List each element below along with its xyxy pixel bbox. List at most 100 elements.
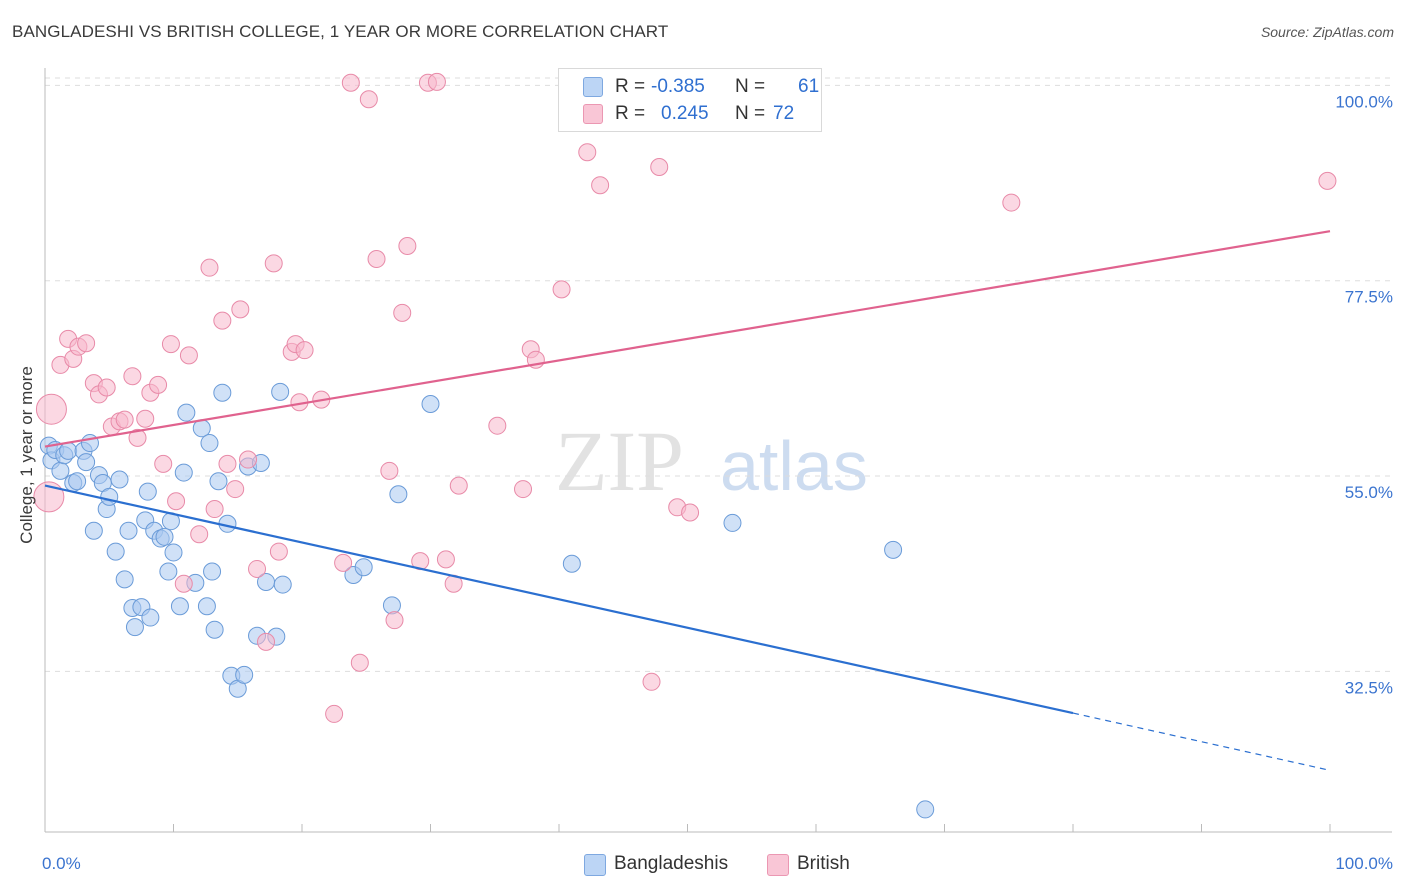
chart-title: BANGLADESHI VS BRITISH COLLEGE, 1 YEAR O…: [12, 22, 669, 41]
x-tick-label: 100.0%: [1335, 854, 1393, 873]
legend-r-value: 0.245: [661, 103, 709, 124]
british-point: [264, 254, 283, 273]
british-point: [398, 236, 417, 255]
british-point: [97, 378, 116, 397]
british-point: [325, 704, 344, 723]
bangladeshis-point: [100, 487, 119, 506]
bangladeshis-point: [138, 482, 157, 501]
british-point: [681, 503, 700, 522]
bangladeshis-point: [205, 620, 224, 639]
bangladeshis-trend-extension: [1072, 712, 1331, 771]
bangladeshis-point: [164, 543, 183, 562]
bangladeshis-point: [119, 521, 138, 540]
british-point: [77, 334, 96, 353]
axes: [44, 68, 1392, 833]
bangladeshis-point: [159, 562, 178, 581]
bangladeshis-point: [271, 382, 290, 401]
watermark-atlas: atlas: [720, 427, 868, 505]
british-point: [149, 375, 168, 394]
bangladeshis-point: [421, 394, 440, 413]
british-point: [269, 542, 288, 561]
bangladeshis-point: [197, 597, 216, 616]
series-british: [33, 72, 1337, 723]
legend-n-label: N =: [735, 76, 766, 97]
british-point: [213, 311, 232, 330]
bangladeshis-point: [562, 554, 581, 573]
bangladeshis-point: [170, 597, 189, 616]
y-tick-label: 55.0%: [1345, 483, 1393, 502]
watermark: ZIP atlas: [555, 413, 868, 509]
british-point: [449, 476, 468, 495]
bottom-legend-swatch-pink: [767, 854, 789, 876]
bangladeshis-point: [59, 441, 78, 460]
bangladeshis-point: [84, 521, 103, 540]
y-tick-label: 77.5%: [1345, 288, 1393, 307]
british-point: [190, 525, 209, 544]
y-tick-label: 32.5%: [1345, 678, 1393, 697]
tick-labels: 32.5% 55.0% 77.5% 100.0% 0.0% 100.0%: [42, 92, 1393, 873]
bottom-legend-label: Bangladeshis: [614, 853, 729, 874]
british-point: [33, 481, 65, 513]
british-point: [488, 416, 507, 435]
british-point: [1318, 171, 1337, 190]
bangladeshis-point: [177, 403, 196, 422]
british-point: [167, 492, 186, 511]
bangladeshis-trend-line: [44, 484, 1074, 715]
bangladeshis-point: [209, 472, 228, 491]
bangladeshis-point: [155, 527, 174, 546]
british-point: [295, 341, 314, 360]
bangladeshis-point: [213, 383, 232, 402]
british-point: [341, 73, 360, 92]
british-point: [393, 303, 412, 322]
y-tick-label: 100.0%: [1335, 92, 1393, 111]
british-point: [218, 454, 237, 473]
bottom-legend-swatch-blue: [584, 854, 606, 876]
british-point: [385, 611, 404, 630]
bangladeshis-point: [125, 618, 144, 637]
legend-swatch-pink: [583, 104, 603, 124]
british-point: [154, 454, 173, 473]
series-bangladeshis: [39, 382, 935, 819]
bangladeshis-point: [235, 665, 254, 684]
bangladeshis-point: [110, 470, 129, 489]
british-point: [200, 258, 219, 277]
british-point: [35, 393, 67, 425]
bangladeshis-point: [273, 575, 292, 594]
bangladeshis-point: [916, 800, 935, 819]
british-point: [128, 428, 147, 447]
stats-legend: R = -0.385 N = 61 R = 0.245 N = 72: [558, 68, 822, 132]
british-point: [179, 346, 198, 365]
legend-n-value: 72: [773, 103, 795, 124]
bangladeshis-point: [141, 608, 160, 627]
british-point: [257, 632, 276, 651]
british-point: [591, 176, 610, 195]
bangladeshis-point: [723, 513, 742, 532]
british-point: [514, 480, 533, 499]
british-point: [231, 300, 250, 319]
british-trend-line: [44, 230, 1331, 448]
bangladeshis-point: [389, 485, 408, 504]
bangladeshis-point: [884, 540, 903, 559]
british-point: [642, 672, 661, 691]
y-axis-label: College, 1 year or more: [17, 366, 36, 544]
british-point: [136, 409, 155, 428]
british-point: [359, 90, 378, 109]
british-point: [226, 480, 245, 499]
british-point: [161, 335, 180, 354]
british-point: [123, 367, 142, 386]
bangladeshis-point: [68, 472, 87, 491]
source-label: Source: ZipAtlas.com: [1260, 24, 1394, 40]
bangladeshis-point: [51, 461, 70, 480]
bangladeshis-point: [354, 558, 373, 577]
bottom-legend-label: British: [797, 853, 850, 874]
x-tick-label: 0.0%: [42, 854, 81, 873]
british-point: [436, 550, 455, 569]
bangladeshis-point: [106, 542, 125, 561]
bangladeshis-point: [115, 570, 134, 589]
british-point: [205, 500, 224, 519]
british-point: [650, 157, 669, 176]
legend-r-label: R =: [615, 103, 646, 124]
british-point: [174, 574, 193, 593]
legend-n-label: N =: [735, 103, 766, 124]
